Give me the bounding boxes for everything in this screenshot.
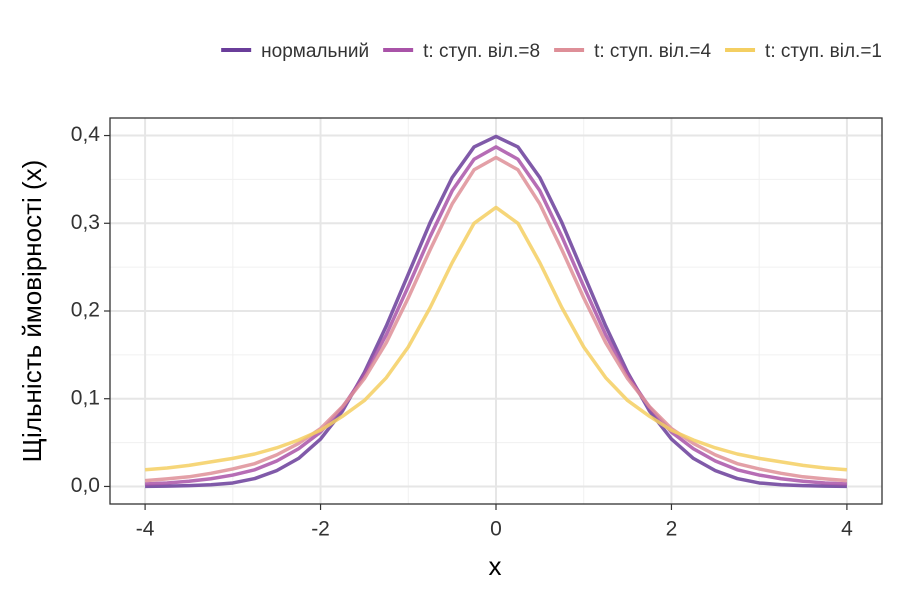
y-axis-title: Щільність ймовірності (x) [17, 160, 47, 463]
legend-label: нормальний [261, 41, 369, 62]
y-tick-label: 0,3 [71, 211, 100, 234]
x-tick-label: -2 [311, 518, 330, 541]
legend-label: t: ступ. віл.=4 [594, 41, 711, 62]
y-tick-label: 0,2 [71, 299, 100, 322]
x-tick-label: 0 [490, 518, 502, 541]
y-tick-label: 0,4 [71, 123, 101, 146]
series-line [144, 205, 848, 472]
series-line [145, 145, 847, 486]
x-tick-label: 2 [666, 518, 678, 541]
series-line [144, 155, 848, 483]
plot-border [109, 117, 883, 505]
x-tick-label: 4 [841, 518, 853, 541]
y-tick-label: 0,1 [71, 386, 100, 409]
x-axis-title: x [489, 551, 502, 581]
y-tick-label: 0,0 [71, 474, 100, 497]
legend-label: t: ступ. віл.=8 [423, 41, 540, 62]
x-tick-label: -4 [136, 518, 155, 541]
legend-label: t: ступ. віл.=1 [765, 41, 882, 62]
series-line [145, 134, 847, 489]
